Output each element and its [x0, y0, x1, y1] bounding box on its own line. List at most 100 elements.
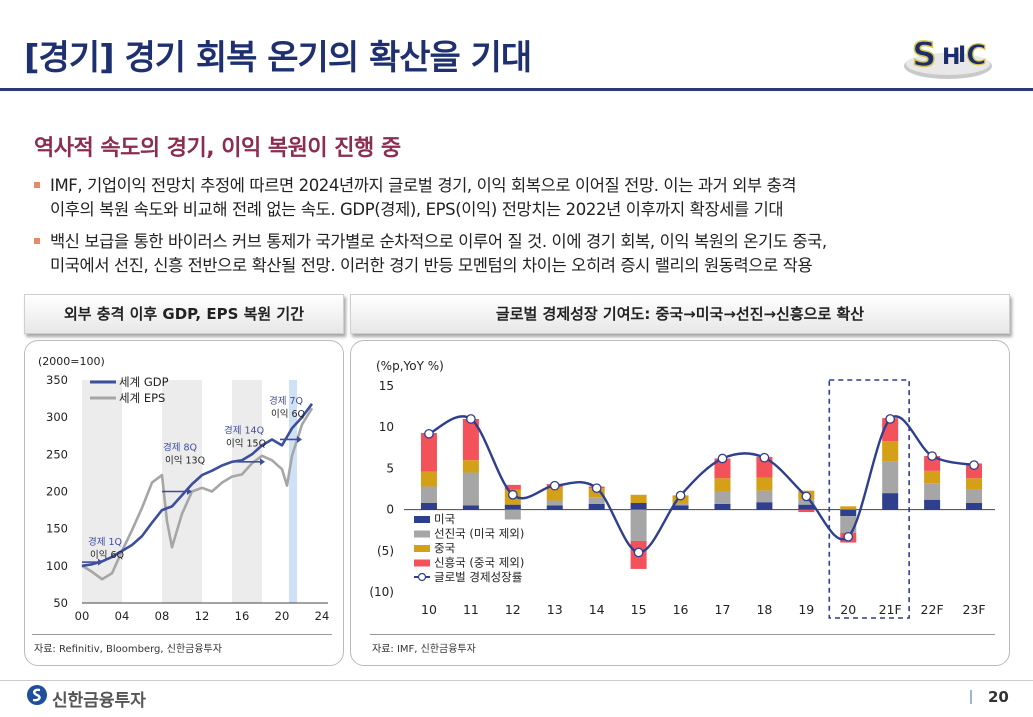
y-tick-label: 350: [46, 373, 68, 387]
bar-segment: [798, 504, 815, 510]
series-line: [81, 407, 314, 581]
svg-text:S: S: [912, 35, 937, 75]
bar-segment: [924, 456, 941, 471]
bullet-marker: [34, 181, 40, 188]
bar-segment: [420, 432, 437, 472]
growth-point: [633, 547, 644, 558]
x-tick-label: 17: [715, 602, 731, 617]
legend-swatch: [414, 545, 430, 552]
bar-segment: [630, 509, 647, 541]
annotation-label: 이익 13Q: [165, 455, 205, 467]
bar-segment: [798, 509, 815, 513]
legend-label: 중국: [434, 541, 455, 555]
x-tick-label: 10: [421, 602, 437, 617]
x-tick-label: 12: [505, 602, 521, 617]
bar-segment: [840, 506, 857, 510]
bar-segment: [840, 509, 857, 517]
bar-segment: [714, 478, 731, 492]
bar-segment: [504, 509, 521, 520]
x-tick-label: 20: [840, 602, 856, 617]
annotation-arrowhead: [297, 435, 302, 443]
x-tick-label: 19: [798, 602, 814, 617]
left-source-divider: [32, 634, 332, 635]
legend-marker: [417, 572, 427, 582]
growth-contribution-bar-chart: (%p,YoY %) 15 10 5 0 (5) (10) 10 11 12 13 14 15 16 17 1…: [369, 359, 995, 619]
right-source: 자료: IMF, 신한금융투자: [372, 644, 476, 655]
bullet-2-line-1: 백신 보급을 통한 바이러스 커브 통제가 국가별로 순차적으로 이루어 질 것…: [50, 232, 827, 251]
bar-segment: [546, 500, 563, 506]
x-tick-label: 12: [195, 609, 210, 623]
growth-point: [801, 491, 812, 502]
bar-segment: [756, 477, 773, 491]
legend-swatch: [414, 530, 430, 538]
growth-point: [843, 531, 854, 542]
bar-segment: [924, 470, 941, 484]
bullet-1-line-2: 이후의 복원 속도와 비교해 전례 없는 속도. GDP(경제), EPS(이익…: [50, 200, 784, 219]
svg-text:I: I: [958, 43, 966, 68]
x-tick-label: 23F: [962, 602, 985, 617]
bar-segment: [924, 499, 941, 510]
x-tick-label: 24: [315, 609, 330, 623]
x-tick-label: 16: [673, 602, 689, 617]
bar-segment: [882, 493, 899, 510]
growth-point: [424, 428, 434, 439]
annotation-arrowhead: [260, 458, 265, 466]
x-tick-label: 13: [547, 602, 563, 617]
y-tick-label: 5: [386, 461, 394, 475]
annotation-arrowhead: [98, 558, 103, 566]
title-divider: [0, 88, 1033, 91]
bullet-1-line-1: IMF, 기업이익 전망치 추정에 따르면 2024년까지 글로벌 경기, 이익…: [50, 176, 797, 195]
growth-point: [885, 414, 896, 424]
x-tick-label: 18: [756, 602, 772, 617]
growth-point: [759, 452, 770, 463]
x-tick-label: 22F: [921, 602, 944, 617]
x-tick-label: 04: [115, 609, 130, 623]
bar-segment: [714, 458, 731, 479]
shaded-period: [289, 380, 297, 603]
bar-segment: [714, 491, 731, 504]
bar-segment: [798, 499, 815, 505]
shaded-period: [232, 380, 262, 603]
bar-segment: [420, 503, 437, 510]
bar-segment: [672, 505, 689, 510]
bullet-2-line-2: 미국에서 선진, 신흥 전반으로 확산될 전망. 이러한 경기 반등 모멘텀의 …: [50, 256, 813, 275]
bar-segment: [714, 503, 731, 510]
right-panel-heading: 글로벌 경제성장 기여도: 중국→미국→선진→신흥으로 확산: [350, 294, 1010, 334]
legend-swatch: [414, 559, 430, 567]
bar-segment: [546, 487, 563, 501]
growth-point: [507, 489, 518, 500]
annotation-label: 경제 8Q: [163, 442, 197, 454]
legend-label: 세계 EPS: [119, 391, 165, 405]
legend-label: 신흥국 (중국 제외): [434, 556, 524, 570]
left-panel-heading: 외부 충격 이후 GDP, EPS 복원 기간: [24, 294, 344, 334]
series-line: [81, 403, 314, 568]
y-tick-label: 0: [386, 503, 394, 517]
company-logo: S H I C: [900, 22, 995, 84]
bar-segment: [462, 418, 479, 461]
x-tick-label: 15: [631, 602, 647, 617]
bar-segment: [462, 505, 479, 510]
y-tick-label: 300: [46, 410, 68, 424]
section-subtitle: 역사적 속도의 경기, 이익 복원이 진행 중: [34, 136, 401, 161]
bar-segment: [672, 503, 689, 506]
page-number: 20: [988, 688, 1009, 706]
bar-segment: [924, 483, 941, 500]
bar-segment: [462, 472, 479, 506]
growth-point: [466, 414, 476, 424]
x-tick-label: 20: [275, 609, 290, 623]
bar-segment: [630, 503, 647, 510]
legend-swatch: [414, 516, 430, 523]
annotation-arrowhead: [187, 488, 192, 495]
bar-segment: [630, 494, 647, 504]
right-source-divider: [370, 634, 995, 635]
bar-segment: [882, 441, 899, 462]
bar-segment: [420, 471, 437, 487]
annotation-label: 이익 6Q: [271, 408, 305, 420]
annotation-label: 경제 14Q: [224, 425, 264, 437]
growth-point: [549, 480, 560, 491]
bar-segment: [966, 503, 983, 510]
bar-segment: [546, 505, 563, 510]
x-tick-label: 08: [155, 609, 170, 623]
bullet-1: IMF, 기업이익 전망치 추정에 따르면 2024년까지 글로벌 경기, 이익…: [34, 174, 1014, 222]
growth-point: [969, 460, 979, 470]
